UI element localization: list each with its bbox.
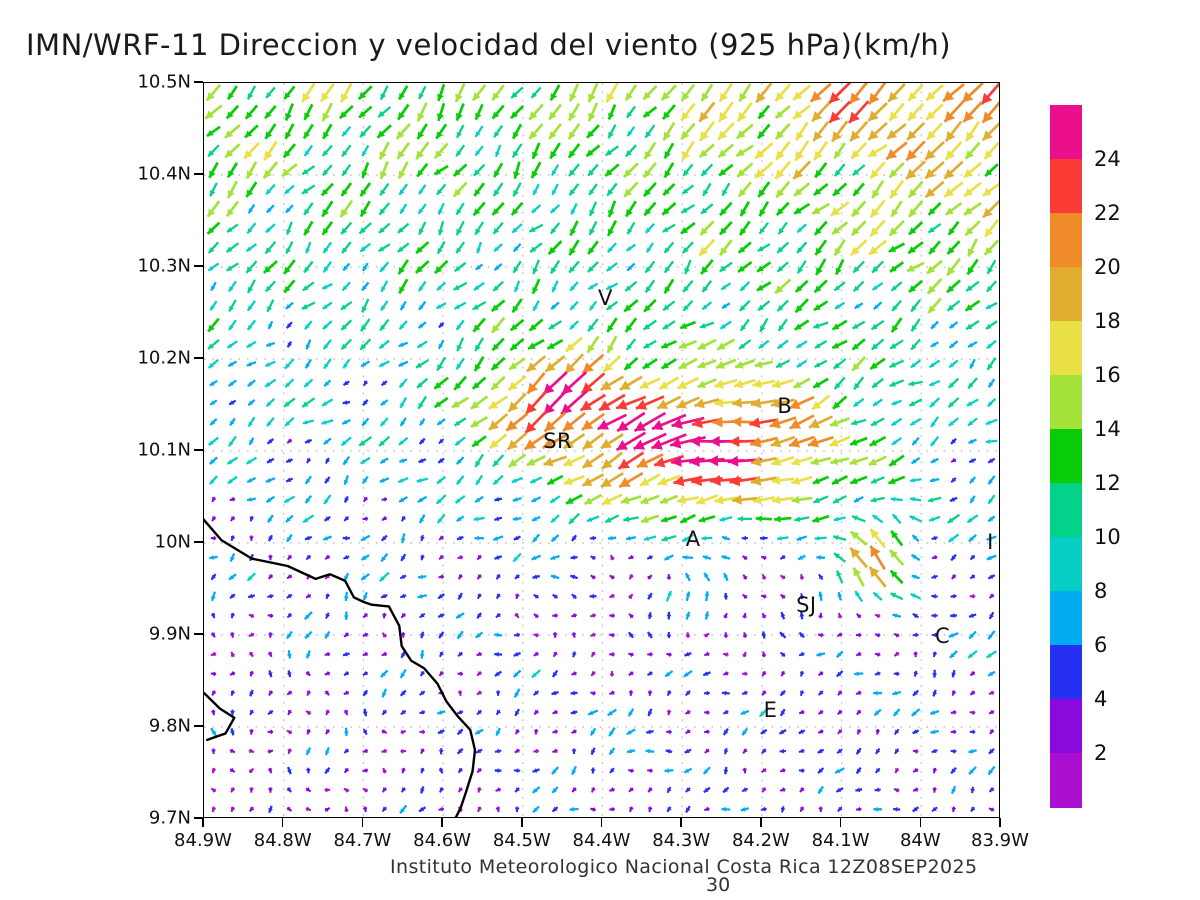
wind-arrows: [204, 83, 999, 814]
y-axis-label: 10.4N: [137, 163, 191, 185]
footer-credit: Instituto Meteorologico Nacional Costa R…: [390, 856, 978, 878]
colorbar-tick-label: 10: [1094, 525, 1121, 549]
x-axis-label: 84.6W: [413, 830, 472, 851]
colorbar-band: [1050, 753, 1082, 808]
colorbar-band: [1050, 213, 1082, 268]
colorbar-band: [1050, 537, 1082, 592]
colorbar-band: [1050, 429, 1082, 484]
x-axis-label: 84.7W: [333, 830, 392, 851]
colorbar-band: [1050, 267, 1082, 322]
x-axis-tick: [361, 818, 364, 827]
x-axis-tick: [760, 818, 762, 827]
x-axis-label: 84.3W: [652, 830, 711, 851]
colorbar-band: [1050, 375, 1082, 430]
y-axis-tick: [194, 449, 203, 451]
colorbar-tick-label: 24: [1094, 147, 1121, 171]
y-axis-label: 10.5N: [137, 71, 191, 93]
coastline-inset: [204, 691, 236, 742]
coastline-main: [204, 518, 477, 817]
x-axis-label: 84.2W: [731, 830, 790, 851]
y-axis-tick: [194, 725, 203, 727]
x-axis-tick: [680, 818, 682, 827]
colorbar: [1050, 105, 1082, 808]
colorbar-tick-label: 8: [1094, 579, 1108, 603]
colorbar-tick-label: 4: [1094, 687, 1108, 711]
y-axis-label: 10.3N: [137, 255, 191, 277]
wind-vector-field: [204, 83, 999, 817]
colorbar-band: [1050, 591, 1082, 646]
plot-area: 10.5N 10.4N 10.3N 10.2N 10.1N 10N 9.9N 9.8N 9.7N…: [137, 72, 1028, 852]
x-axis-label: 84.8W: [253, 830, 312, 851]
colorbar-tick-label: 16: [1094, 363, 1121, 387]
colorbar-band: [1050, 699, 1082, 754]
colorbar-band: [1050, 645, 1082, 700]
x-axis-tick: [202, 818, 204, 827]
x-axis-label: 84.5W: [492, 830, 551, 851]
station-label-sr: SR: [543, 428, 573, 453]
y-axis-tick: [194, 633, 203, 635]
colorbar-tick-label: 14: [1094, 417, 1121, 441]
y-axis-label: 10.2N: [137, 347, 191, 369]
y-axis-label: 9.9N: [148, 623, 191, 645]
y-axis-label: 9.8N: [148, 715, 191, 737]
x-axis-label: 84.9W: [174, 830, 232, 851]
y-axis-tick: [194, 541, 203, 543]
x-axis-tick: [441, 818, 443, 827]
x-axis-tick: [919, 818, 922, 827]
colorbar-tick-label: 12: [1094, 471, 1121, 495]
station-label-sj: SJ: [796, 592, 817, 617]
colorbar-band: [1050, 105, 1082, 160]
station-label-e: E: [763, 698, 778, 723]
colorbar-tick-label: 18: [1094, 309, 1121, 333]
footer-subnumber: 30: [706, 874, 731, 896]
y-axis-tick: [194, 265, 203, 267]
y-axis-label: 10.1N: [137, 439, 191, 461]
x-axis-label: 84.1W: [811, 830, 870, 851]
colorbar-tick-label: 20: [1094, 255, 1121, 279]
station-label-c: C: [935, 623, 951, 648]
x-axis-tick: [600, 818, 603, 827]
colorbar-tick-label: 6: [1094, 633, 1108, 657]
y-axis-tick: [194, 81, 203, 83]
colorbar-band: [1050, 159, 1082, 214]
x-axis-label: 83.9W: [971, 830, 1029, 851]
y-axis-label: 10N: [154, 531, 191, 553]
station-label-i: I: [987, 530, 994, 554]
x-axis-label: 84.4W: [572, 830, 631, 851]
x-axis-tick: [281, 818, 284, 827]
y-axis-tick: [194, 817, 203, 819]
station-label-b: B: [777, 393, 793, 418]
colorbar-band: [1050, 321, 1082, 376]
page-title: IMN/WRF-11 Direccion y velocidad del vie…: [26, 28, 952, 62]
x-axis-tick: [999, 818, 1001, 827]
y-axis-label: 9.7N: [148, 807, 191, 829]
y-axis-tick: [194, 357, 203, 359]
colorbar-band: [1050, 483, 1082, 538]
station-label-a: A: [685, 527, 701, 552]
x-axis-label: 84W: [899, 830, 941, 851]
y-axis-tick: [194, 173, 203, 175]
x-axis-tick: [521, 818, 523, 827]
colorbar-tick-label: 22: [1094, 201, 1121, 225]
colorbar-tick-label: 2: [1094, 741, 1108, 765]
station-label-v: V: [598, 286, 613, 311]
plot-frame: [203, 82, 1000, 818]
x-axis-tick: [839, 818, 842, 827]
